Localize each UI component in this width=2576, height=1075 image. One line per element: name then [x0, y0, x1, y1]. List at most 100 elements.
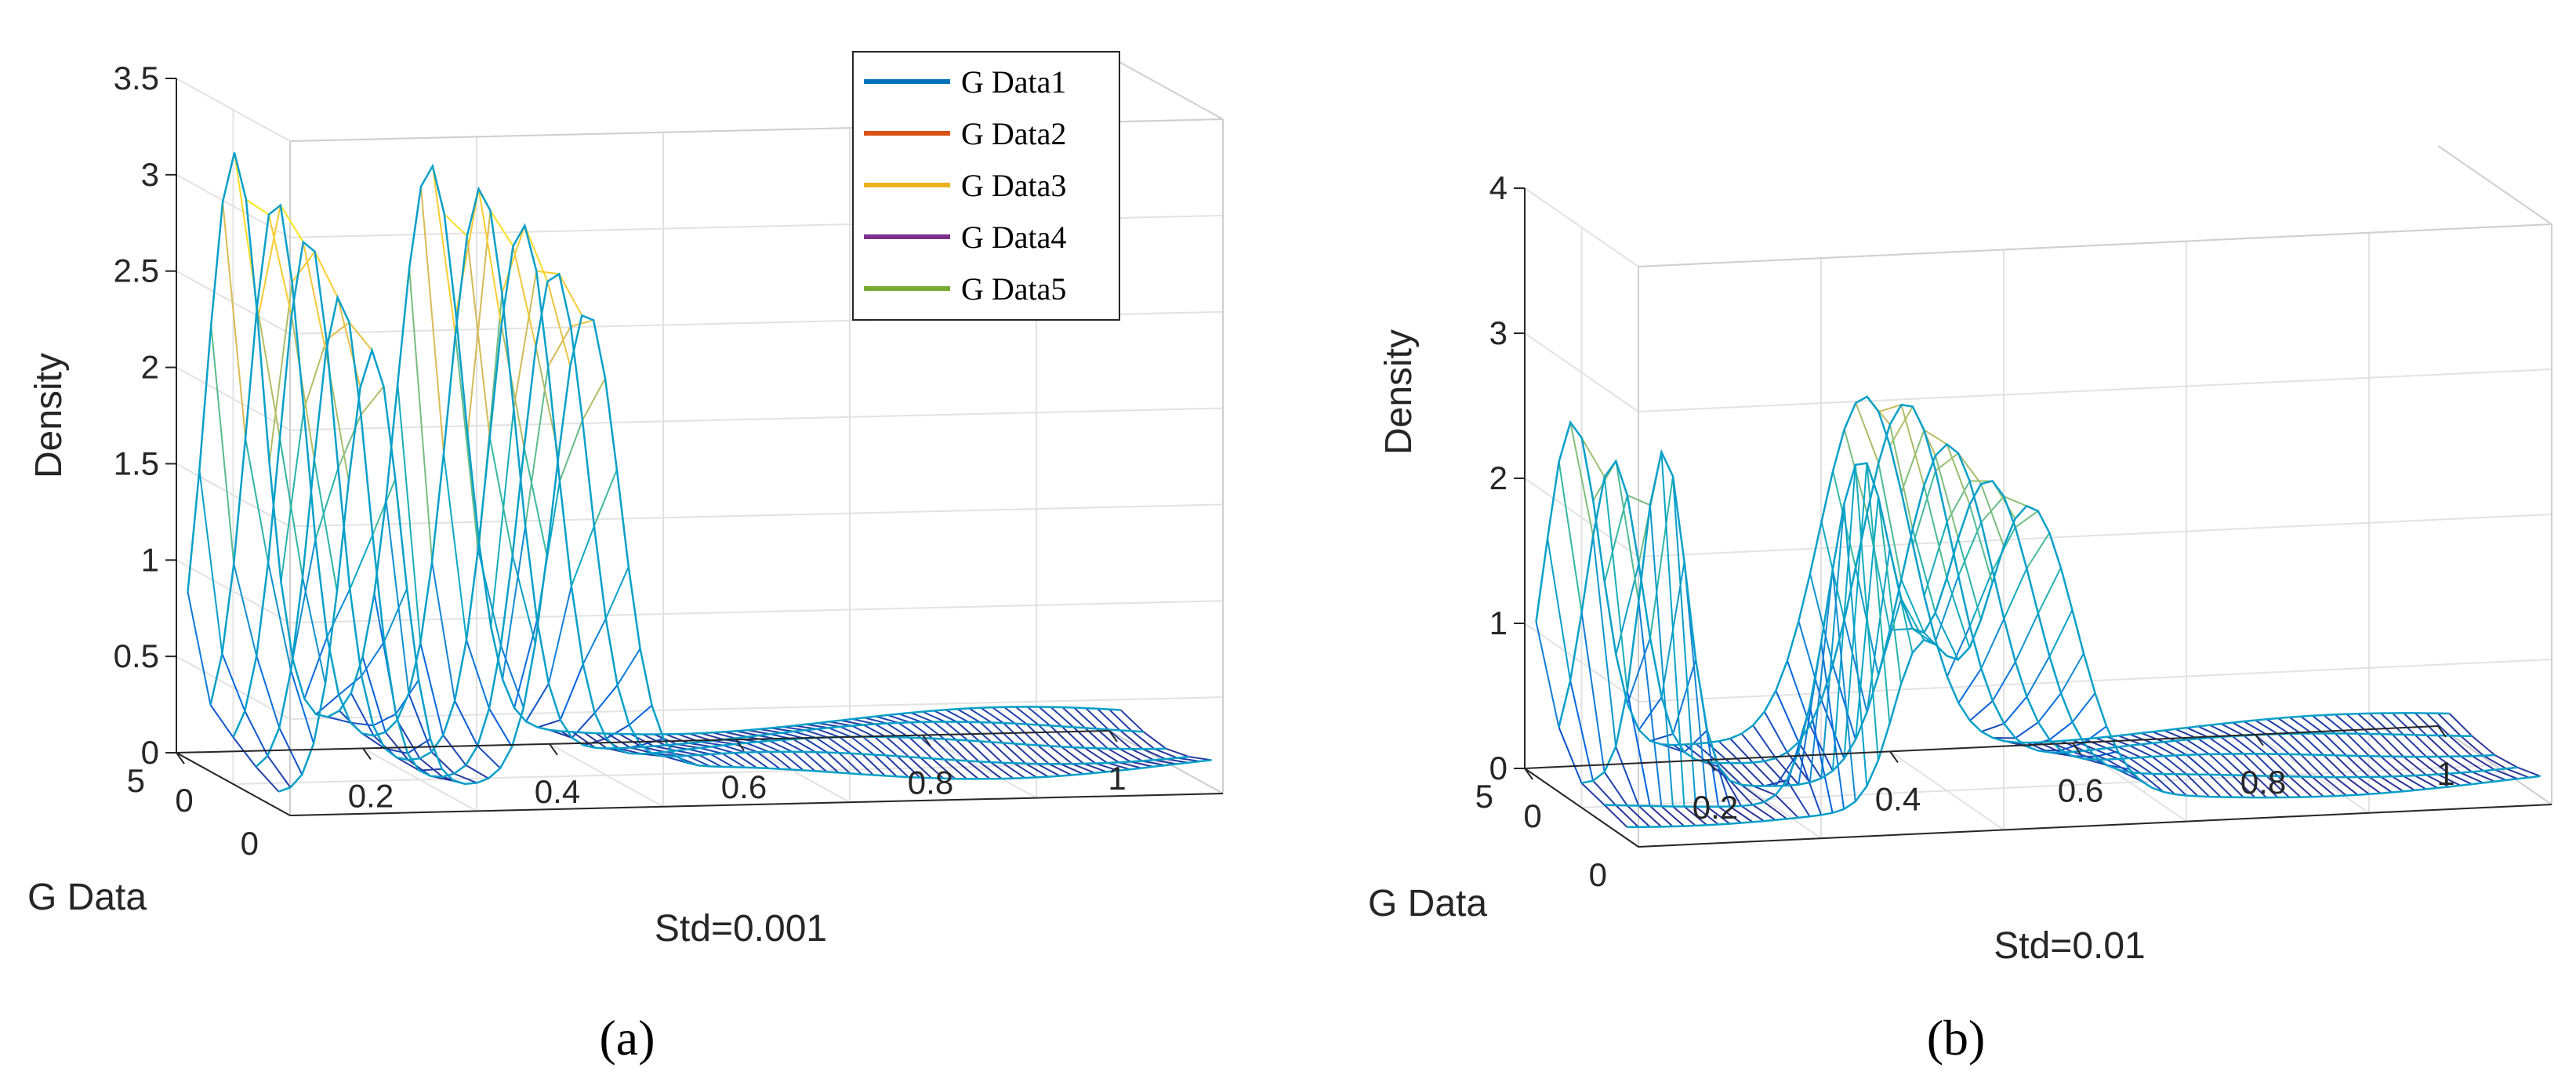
x-axis-line [289, 793, 1224, 816]
mesh-strand [1026, 706, 1051, 727]
mesh-strand [1119, 748, 1143, 762]
mesh-strand [1061, 725, 1086, 749]
x-tick [2255, 734, 2264, 746]
mesh-strand [1061, 706, 1086, 729]
mesh-strand [419, 642, 444, 735]
mesh-strand [663, 755, 688, 764]
mesh-strand [2163, 773, 2187, 797]
mesh-strand [2368, 733, 2393, 757]
z-tick-label: 0 [1489, 750, 1508, 786]
mesh-strand [909, 721, 934, 739]
mesh-strand [2357, 776, 2382, 794]
mesh-strand [2197, 738, 2222, 755]
series-line-3 [232, 223, 1166, 761]
mesh-strand [1718, 805, 1742, 824]
mesh-strand [2368, 776, 2393, 794]
mesh-strand [2277, 753, 2302, 778]
mesh-strand [337, 414, 362, 469]
mesh-strand [407, 738, 431, 754]
mesh-strand [2380, 755, 2404, 777]
mesh-strand [1980, 483, 2005, 547]
mesh-strand [862, 735, 887, 757]
mesh-strand [2357, 755, 2382, 778]
mesh-strand [2471, 735, 2496, 756]
mesh-strand [1660, 452, 1685, 807]
mesh-strand [1615, 746, 1640, 806]
mesh-strand [385, 499, 410, 694]
mesh-strand [979, 721, 1003, 744]
mesh-strand [1775, 690, 1800, 743]
mesh-strand [431, 561, 456, 701]
mesh-strand [804, 729, 829, 739]
x-axis-front [1524, 725, 2439, 769]
mesh-strand [2437, 713, 2462, 737]
mesh-strand [547, 325, 571, 367]
mesh-strand [756, 751, 781, 770]
mesh-strand [1085, 707, 1109, 731]
mesh-strand [1036, 763, 1061, 777]
mesh-strand [968, 707, 992, 724]
mesh-strand [1547, 538, 1572, 681]
mesh-strand [922, 710, 946, 723]
mesh-strand [2403, 775, 2427, 790]
surface-mesh [1535, 395, 2541, 829]
mesh-strand [1775, 794, 1799, 819]
mesh-strand [712, 732, 736, 739]
mesh-strand [2415, 712, 2439, 736]
mesh-strand [1154, 748, 1177, 759]
mesh-strand [571, 731, 596, 749]
y-tick-label: 0 [241, 825, 259, 862]
x-tick-label: 0.2 [348, 777, 394, 814]
mesh-strand [1603, 804, 1628, 828]
mesh-strand [2300, 754, 2324, 778]
mesh-strand [326, 588, 351, 637]
gridline-y-floor [233, 761, 1166, 785]
mesh-strand [500, 325, 525, 449]
y-axis-line [176, 752, 291, 816]
mesh-strand [803, 751, 828, 773]
mesh-strand [1763, 711, 1788, 754]
mesh-strand [666, 733, 689, 744]
mesh-strand [2197, 754, 2222, 775]
mesh-strand [2117, 768, 2142, 782]
mesh-strand [1718, 762, 1743, 786]
mesh-strand [2494, 768, 2518, 780]
z-axis-title: Density [28, 353, 70, 478]
mesh-strand [1558, 727, 1583, 784]
mesh-strand [1832, 664, 1856, 740]
mesh-strand [1786, 660, 1811, 726]
gridline-z [289, 600, 1224, 624]
mesh-strand [746, 742, 770, 753]
mesh-strand [1048, 763, 1072, 776]
series-line-5 [278, 314, 1212, 793]
mesh-strand [2220, 774, 2244, 798]
mesh-strand [826, 751, 851, 775]
mesh-strand [313, 459, 338, 592]
mesh-strand [2208, 774, 2233, 798]
mesh-strand [2255, 719, 2279, 735]
mesh-strand [1014, 723, 1039, 746]
mesh-strand [488, 437, 513, 556]
mesh-strand [419, 757, 444, 778]
mesh-strand [1037, 724, 1062, 747]
mesh-strand [1072, 763, 1096, 774]
mesh-strand [256, 656, 281, 728]
mesh-strand [2414, 756, 2439, 775]
mesh-strand [1923, 429, 1948, 445]
mesh-strand [384, 747, 408, 754]
x-axis-front [176, 730, 1110, 754]
mesh-strand [396, 757, 420, 772]
mesh-strand [932, 738, 956, 761]
mesh-strand [582, 618, 607, 665]
mesh-strand [1649, 805, 1674, 827]
mesh-strand [2117, 746, 2142, 758]
mesh-strand [279, 438, 303, 578]
mesh-strand [2197, 725, 2222, 738]
mesh-strand [604, 566, 629, 619]
mesh-strand [2380, 733, 2404, 757]
mesh-strand [1627, 637, 1651, 704]
mesh-strand [909, 736, 933, 760]
mesh-strand [1968, 570, 1994, 627]
mesh-strand [768, 751, 793, 771]
x-tick-label: 0.2 [1693, 789, 1738, 826]
